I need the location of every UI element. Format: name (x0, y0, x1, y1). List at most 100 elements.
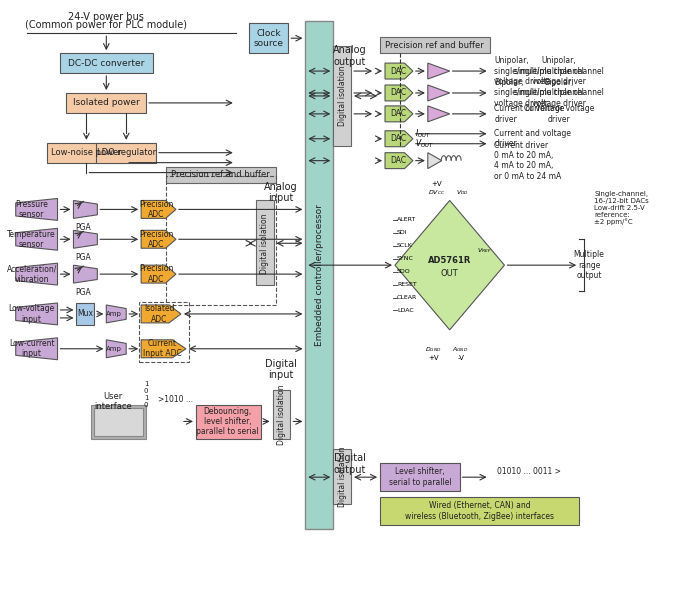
Text: SDI: SDI (397, 230, 408, 235)
Text: Unipolar,
single/multiple channel
voltage driver: Unipolar, single/multiple channel voltag… (514, 56, 604, 86)
Text: (Common power for PLC module): (Common power for PLC module) (25, 20, 187, 30)
Polygon shape (73, 265, 97, 283)
Text: Unipolar,
single/multiple channel
voltage driver: Unipolar, single/multiple channel voltag… (494, 56, 584, 86)
Text: +V: +V (431, 181, 442, 187)
FancyBboxPatch shape (380, 497, 579, 525)
Text: Precision
ADC: Precision ADC (139, 200, 173, 219)
Polygon shape (395, 200, 505, 330)
Text: $V_{REF}$: $V_{REF}$ (477, 246, 491, 254)
Text: Embedded controller/processor: Embedded controller/processor (315, 204, 324, 346)
Text: SDO: SDO (397, 269, 411, 274)
Text: Current or voltage
driver: Current or voltage driver (494, 104, 565, 124)
Polygon shape (141, 305, 181, 323)
Text: DAC: DAC (390, 134, 406, 143)
Text: SCLK: SCLK (397, 243, 413, 248)
Text: Precision ref and buffer: Precision ref and buffer (171, 170, 270, 179)
Polygon shape (15, 263, 57, 285)
Text: Level shifter,
serial to parallel: Level shifter, serial to parallel (389, 467, 451, 487)
Text: $V_{DD}$: $V_{DD}$ (456, 188, 469, 197)
FancyBboxPatch shape (380, 37, 489, 53)
Text: Isolated power: Isolated power (73, 98, 140, 107)
Text: Digital isolation: Digital isolation (338, 447, 347, 508)
FancyBboxPatch shape (380, 463, 460, 491)
Text: Digital isolation: Digital isolation (260, 213, 269, 274)
Text: PGA: PGA (75, 287, 92, 296)
FancyBboxPatch shape (333, 46, 351, 146)
Text: DAC: DAC (390, 67, 406, 76)
Polygon shape (15, 338, 57, 360)
Text: -V: -V (457, 355, 464, 361)
Text: Low-current
input: Low-current input (9, 339, 55, 358)
FancyBboxPatch shape (273, 389, 291, 439)
Text: Digital
output: Digital output (334, 454, 366, 475)
Text: OUT: OUT (441, 269, 459, 278)
Text: DAC: DAC (390, 156, 406, 165)
Text: Temperature
sensor: Temperature sensor (7, 230, 56, 249)
Text: Precision ref and buffer: Precision ref and buffer (385, 41, 484, 50)
Text: LDO regulator: LDO regulator (96, 148, 156, 157)
Text: Single-channel,
16-/12-bit DACs
Low-drift 2.5-V
reference:
±2 ppm/°C: Single-channel, 16-/12-bit DACs Low-drif… (594, 191, 649, 226)
Text: Low-voltage
input: Low-voltage input (8, 304, 55, 323)
Text: Digital isolation: Digital isolation (277, 384, 286, 445)
Text: DAC: DAC (390, 88, 406, 97)
FancyBboxPatch shape (59, 53, 153, 73)
Text: ALERT: ALERT (397, 217, 416, 223)
Polygon shape (106, 340, 127, 358)
Polygon shape (141, 230, 176, 248)
Text: Amp: Amp (106, 346, 122, 352)
Text: Debouncing,
level shifter,
parallel to serial: Debouncing, level shifter, parallel to s… (196, 407, 259, 436)
Text: Mux: Mux (78, 310, 94, 319)
Polygon shape (428, 63, 449, 79)
Text: Digital isolation: Digital isolation (338, 65, 347, 126)
Text: Bipolar,
single/multiple channel
voltage driver: Bipolar, single/multiple channel voltage… (514, 78, 604, 108)
Text: $D_{GND}$: $D_{GND}$ (425, 345, 442, 353)
Text: Analog
output: Analog output (333, 46, 367, 67)
Text: RESET: RESET (397, 282, 417, 287)
FancyBboxPatch shape (256, 200, 273, 285)
Text: $V_{OUT}$: $V_{OUT}$ (415, 137, 434, 150)
Text: Low-noise power: Low-noise power (51, 148, 122, 157)
Text: PGA: PGA (75, 223, 92, 232)
Text: $I_{OUT}$: $I_{OUT}$ (415, 128, 431, 140)
Polygon shape (141, 340, 186, 358)
Text: PGA: PGA (75, 253, 92, 262)
Polygon shape (106, 305, 127, 323)
Text: Analog
input: Analog input (264, 182, 297, 203)
Text: >1010 ...: >1010 ... (158, 395, 193, 404)
Text: LDAC: LDAC (397, 308, 414, 313)
Text: $DV_{CC}$: $DV_{CC}$ (428, 188, 445, 197)
FancyBboxPatch shape (47, 143, 127, 163)
FancyBboxPatch shape (333, 449, 351, 504)
Text: Wired (Ethernet, CAN) and
wireless (Bluetooth, ZigBee) interfaces: Wired (Ethernet, CAN) and wireless (Blue… (405, 502, 554, 521)
Text: User
interface: User interface (94, 392, 132, 411)
Text: Clock
source: Clock source (254, 29, 284, 48)
Text: Isolated
ADC: Isolated ADC (144, 304, 174, 323)
FancyBboxPatch shape (96, 143, 156, 163)
Text: Multiple
range
output: Multiple range output (574, 250, 605, 280)
Polygon shape (141, 200, 176, 218)
Text: 1
0
1
0: 1 0 1 0 (144, 381, 148, 408)
Text: Precision
ADC: Precision ADC (139, 265, 173, 284)
Polygon shape (15, 199, 57, 220)
Text: +V: +V (428, 355, 438, 361)
Polygon shape (73, 230, 97, 248)
Text: Current or voltage
driver: Current or voltage driver (524, 104, 594, 124)
Polygon shape (385, 85, 413, 101)
Text: 24-V power bus: 24-V power bus (69, 13, 144, 22)
Text: Current
Input ADC: Current Input ADC (143, 339, 182, 358)
Polygon shape (385, 152, 413, 169)
Text: CLEAR: CLEAR (397, 295, 417, 300)
Polygon shape (73, 200, 97, 218)
Text: DC-DC converter: DC-DC converter (68, 59, 145, 68)
Text: Amp: Amp (106, 311, 122, 317)
Polygon shape (428, 106, 449, 122)
Polygon shape (141, 265, 176, 283)
Text: $A_{GND}$: $A_{GND}$ (452, 345, 469, 353)
FancyBboxPatch shape (305, 21, 333, 529)
Text: Digital
input: Digital input (264, 359, 296, 380)
FancyBboxPatch shape (249, 23, 289, 53)
Polygon shape (385, 63, 413, 79)
Text: Acceleration/
vibration: Acceleration/ vibration (6, 265, 57, 284)
Polygon shape (15, 229, 57, 250)
FancyBboxPatch shape (66, 93, 146, 113)
